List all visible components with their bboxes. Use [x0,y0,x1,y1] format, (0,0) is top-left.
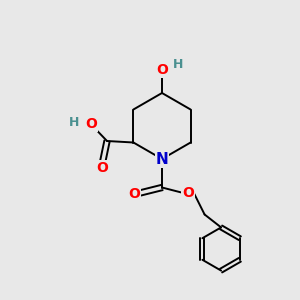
Text: O: O [85,117,98,131]
Text: O: O [128,188,140,201]
Text: N: N [156,152,168,166]
Text: O: O [156,63,168,76]
Text: O: O [182,186,194,200]
Text: H: H [172,58,183,71]
Text: O: O [97,161,109,175]
Text: H: H [69,116,79,130]
